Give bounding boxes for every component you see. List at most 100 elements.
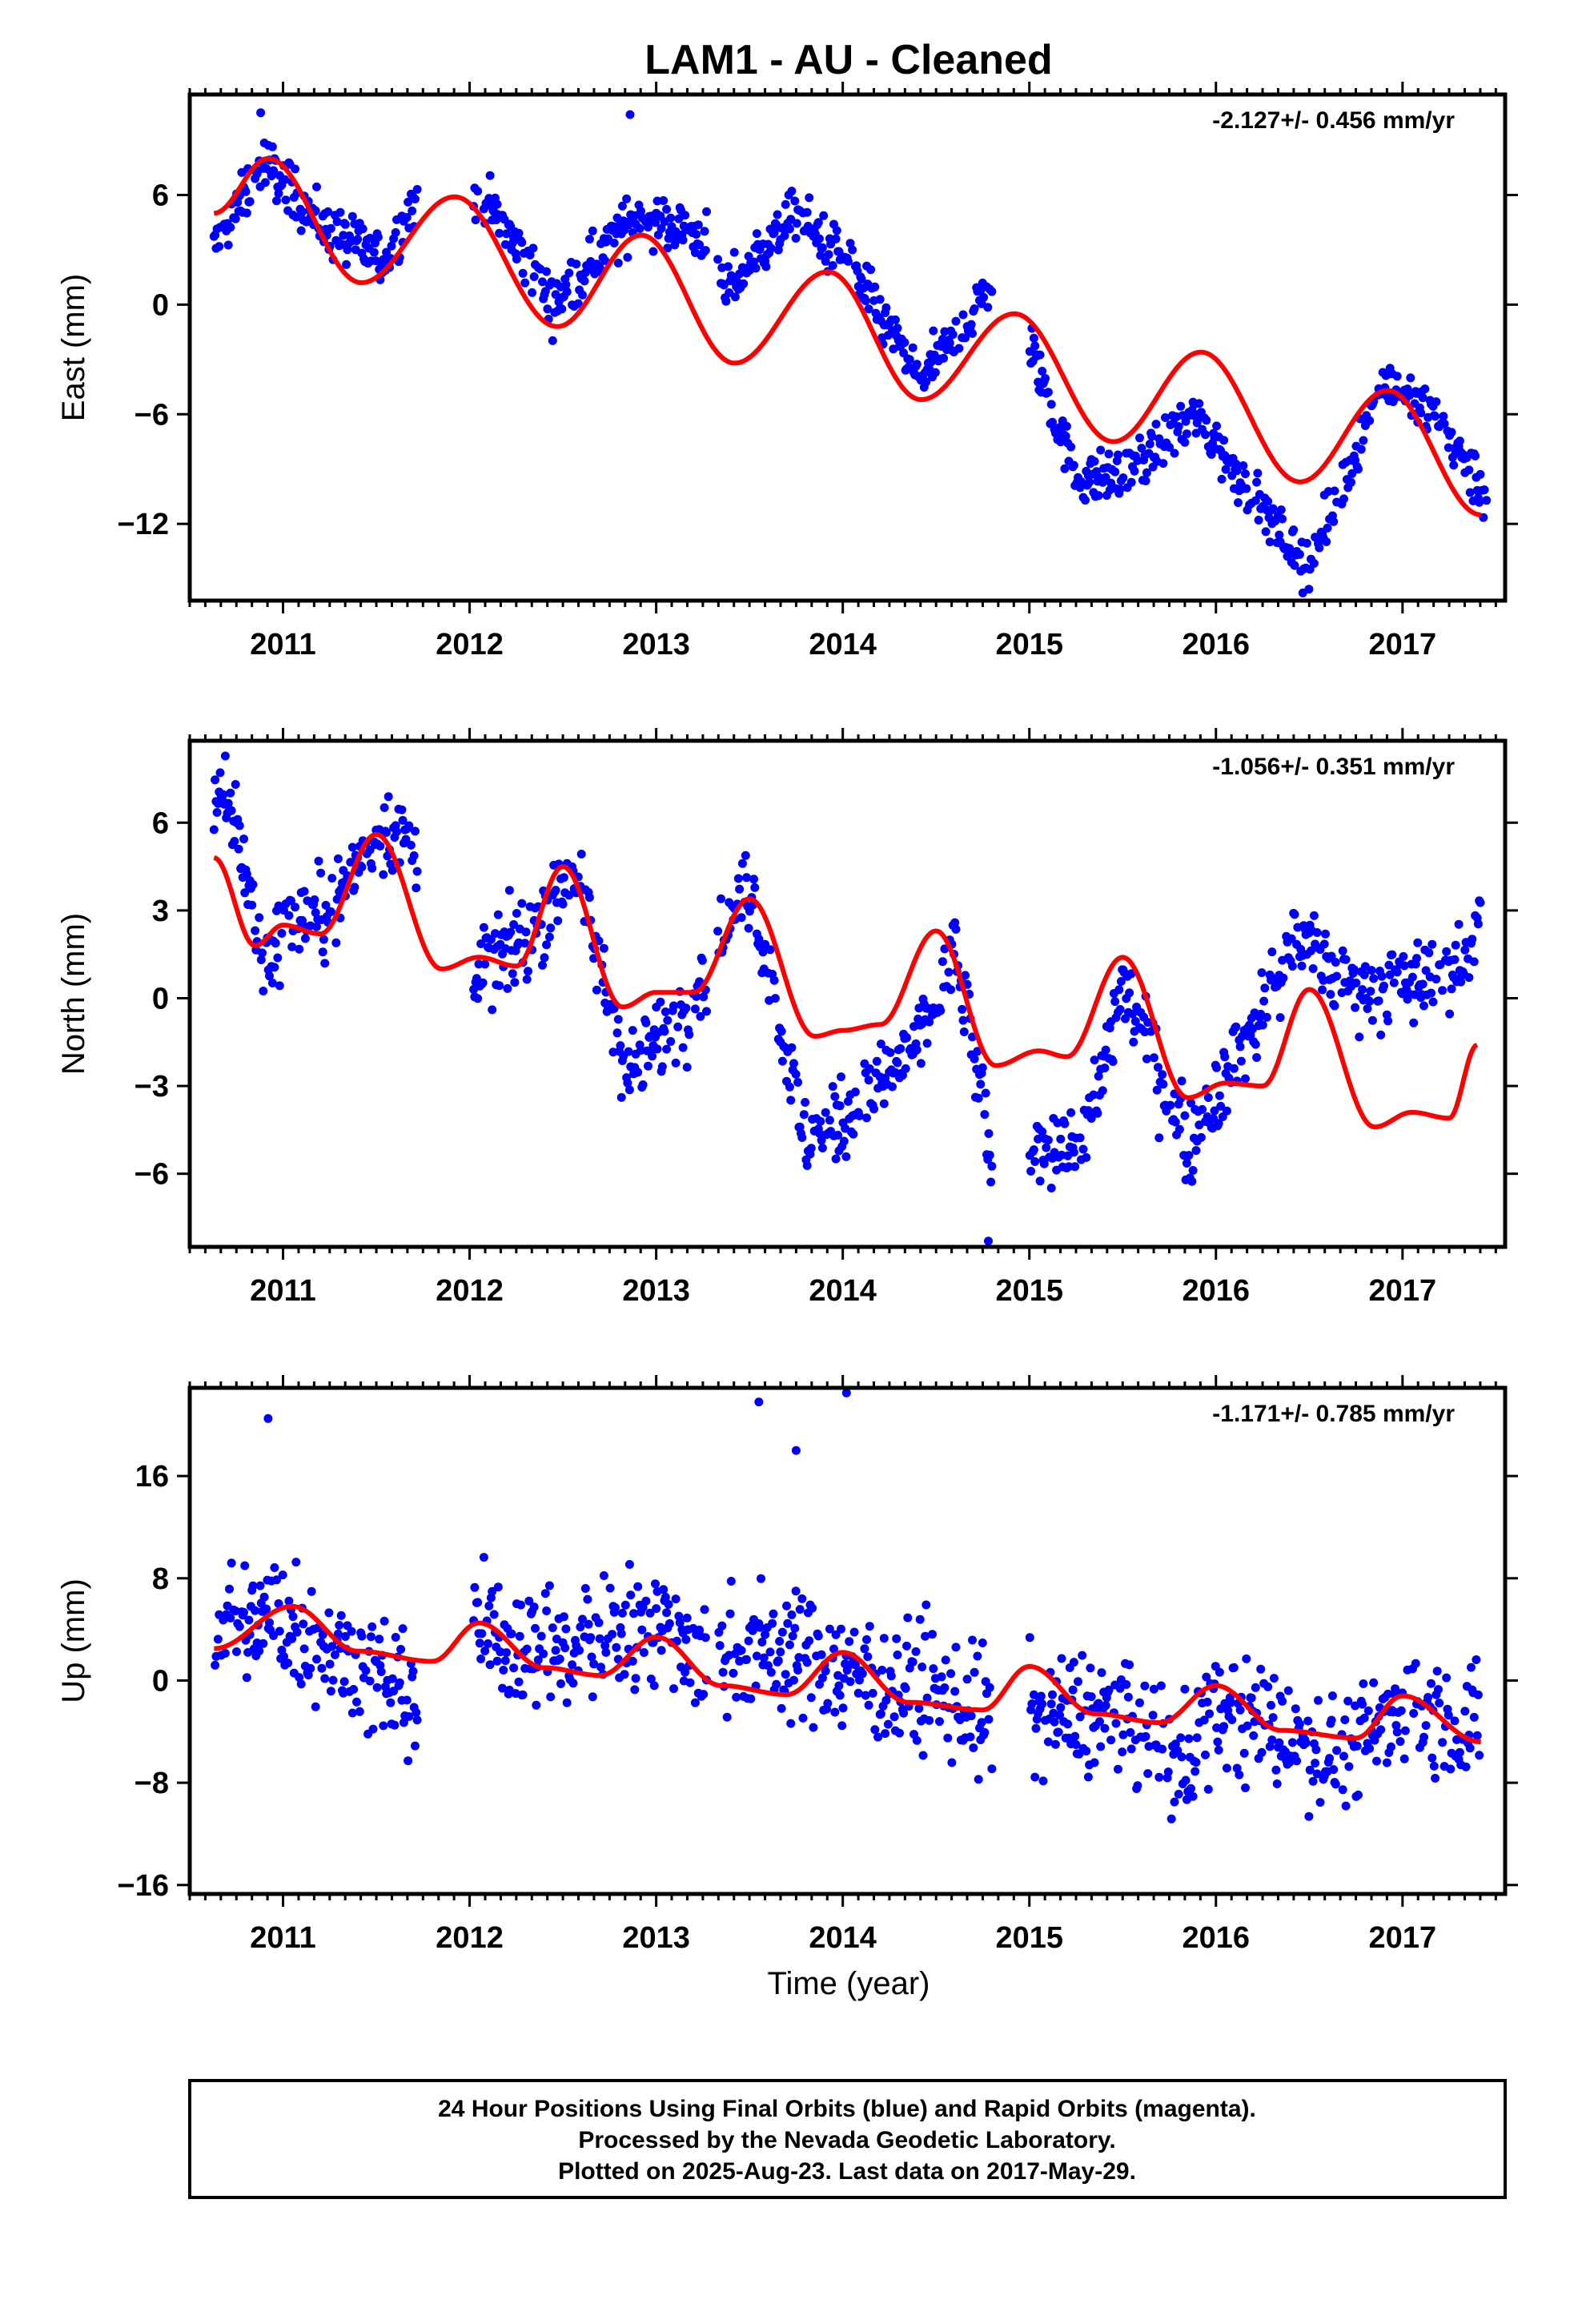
data-point: [935, 1717, 944, 1727]
data-point: [1199, 1715, 1209, 1725]
data-point: [1118, 1747, 1127, 1757]
data-point: [1025, 1633, 1034, 1642]
data-point: [1130, 1016, 1140, 1026]
data-point: [825, 1624, 834, 1634]
data-point: [624, 1047, 633, 1056]
data-point: [1110, 997, 1120, 1007]
data-point: [759, 1653, 769, 1663]
data-point: [1359, 1679, 1368, 1688]
data-point: [869, 1104, 878, 1114]
data-point: [1106, 1735, 1116, 1745]
data-point: [561, 279, 571, 289]
data-point: [749, 875, 758, 884]
data-point: [1232, 466, 1242, 476]
data-point: [1038, 1699, 1047, 1709]
data-point: [886, 1671, 896, 1681]
data-point: [314, 856, 323, 866]
data-point: [1265, 1742, 1275, 1751]
data-point: [1229, 1063, 1239, 1073]
data-point: [379, 870, 388, 879]
data-point: [1465, 488, 1475, 497]
data-point: [211, 1660, 220, 1670]
data-point: [925, 1017, 934, 1027]
data-point: [1192, 1733, 1202, 1743]
data-point: [1133, 1781, 1142, 1791]
data-point: [507, 1629, 516, 1638]
data-point: [893, 1058, 902, 1068]
data-point: [1202, 416, 1211, 425]
data-point: [473, 994, 483, 1003]
data-point: [1260, 983, 1270, 993]
data-point: [881, 1729, 890, 1739]
data-point: [600, 256, 610, 265]
data-point: [912, 1735, 921, 1745]
data-point: [1460, 945, 1470, 955]
data-point: [700, 1605, 709, 1614]
data-point: [1341, 1801, 1351, 1811]
data-point: [1030, 1772, 1040, 1782]
data-point: [690, 1698, 700, 1707]
data-point: [1038, 1127, 1047, 1136]
data-point: [387, 241, 396, 251]
data-point: [979, 292, 989, 302]
data-point: [1174, 1124, 1184, 1134]
data-point: [1287, 1738, 1297, 1747]
data-point: [1329, 1765, 1339, 1775]
data-point: [808, 1603, 817, 1613]
x-tick-label: 2011: [250, 1274, 315, 1308]
data-point: [862, 1634, 871, 1644]
data-point: [805, 1636, 814, 1646]
data-point: [970, 1667, 979, 1677]
data-point: [806, 1693, 816, 1703]
data-point: [375, 842, 385, 850]
data-point: [742, 873, 751, 883]
data-point: [1141, 1731, 1150, 1741]
data-point: [673, 1022, 683, 1031]
data-point: [242, 869, 251, 879]
data-point: [656, 1646, 666, 1655]
north-panel: 2011 2012 2013 2014 2015 2016 2017 6 3 0 −3 −6 North…: [56, 728, 1518, 1308]
data-point: [357, 1631, 367, 1641]
data-point: [914, 1703, 924, 1713]
data-point: [508, 969, 517, 979]
data-point: [1070, 1162, 1080, 1172]
data-point: [1431, 1774, 1440, 1783]
data-point: [548, 1623, 557, 1633]
data-point: [1100, 1063, 1110, 1073]
data-point: [522, 975, 532, 984]
data-point: [845, 239, 855, 248]
data-point: [558, 899, 568, 909]
data-point: [638, 1080, 648, 1089]
data-point: [1069, 1148, 1078, 1157]
data-point: [787, 187, 797, 196]
data-point: [1465, 1743, 1475, 1753]
data-point: [1427, 988, 1435, 998]
east-y-axis-label: East (mm): [56, 274, 91, 421]
data-point: [855, 1111, 864, 1120]
data-point: [1096, 445, 1106, 455]
data-point: [799, 1110, 809, 1120]
data-point: [1170, 1797, 1179, 1807]
data-point: [473, 187, 483, 196]
data-point: [548, 336, 557, 345]
data-point: [699, 992, 709, 1002]
data-point: [1332, 971, 1342, 981]
x-tick-label: 2011: [250, 628, 315, 661]
data-point: [660, 1027, 669, 1036]
data-point: [279, 1652, 288, 1661]
x-tick-label: 2014: [809, 1274, 877, 1308]
data-point: [488, 1005, 497, 1015]
data-point: [1291, 1704, 1300, 1714]
data-point: [539, 1649, 548, 1659]
data-point: [901, 1683, 910, 1693]
data-point: [1066, 1108, 1076, 1117]
data-point: [697, 955, 707, 965]
data-point: [1267, 947, 1277, 957]
data-point: [1384, 960, 1394, 970]
data-point: [600, 1641, 610, 1651]
y-tick-label: 6: [152, 806, 169, 840]
data-point: [1447, 428, 1456, 437]
data-point: [922, 1693, 932, 1703]
data-point: [1365, 1743, 1375, 1753]
